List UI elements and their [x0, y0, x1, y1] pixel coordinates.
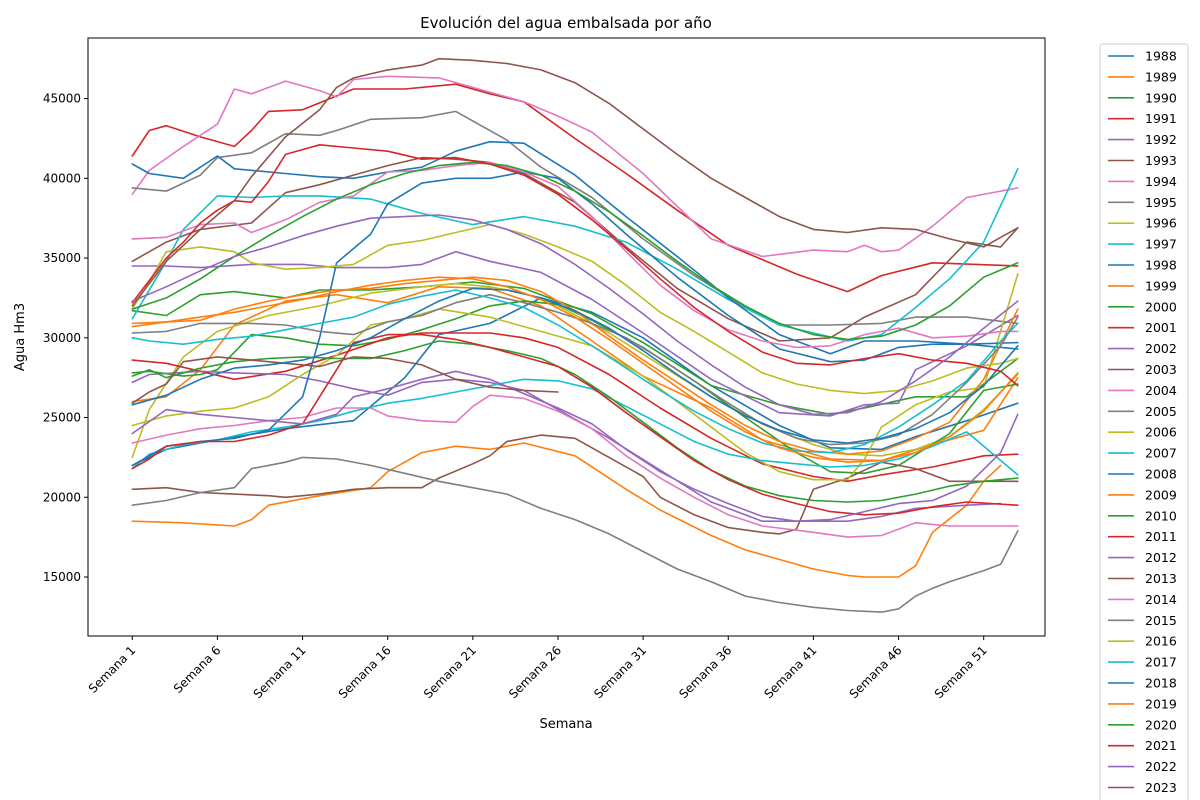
legend-label-2021: 2021: [1145, 738, 1177, 753]
series-line-2005: [131, 456, 1019, 613]
legend-label-2009: 2009: [1145, 487, 1177, 502]
series-line-2022: [131, 214, 1019, 416]
series-line-1999: [131, 442, 1002, 578]
legend-label-2016: 2016: [1145, 634, 1177, 649]
series-line-2012: [131, 370, 1019, 522]
y-tick-label: 25000: [43, 411, 81, 425]
series-line-2021: [131, 144, 1019, 387]
chart-title: Evolución del agua embalsada por año: [420, 14, 712, 32]
y-axis-title: Agua Hm3: [13, 303, 28, 371]
legend-label-1995: 1995: [1145, 195, 1177, 210]
x-tick-label: Semana 36: [676, 643, 734, 701]
x-axis: Semana 1 Semana 6 Semana 11 Semana 16 Semana…: [86, 636, 990, 701]
legend-label-2000: 2000: [1145, 299, 1177, 314]
series-line-2011: [131, 333, 1019, 516]
legend-label-1999: 1999: [1145, 278, 1177, 293]
y-tick-label: 20000: [43, 490, 81, 504]
legend: 1988 1989 1990 1991 1992 1993 1994 1995 1996 1997…: [1099, 43, 1189, 800]
legend-frame: [1099, 43, 1189, 800]
x-tick-label: Semana 1: [86, 643, 139, 696]
legend-label-1992: 1992: [1145, 132, 1177, 147]
legend-label-1996: 1996: [1145, 216, 1177, 231]
series-line-1998: [131, 140, 1019, 355]
legend-label-1997: 1997: [1145, 237, 1177, 252]
legend-label-2005: 2005: [1145, 404, 1177, 419]
legend-label-2015: 2015: [1145, 613, 1177, 628]
legend-label-1988: 1988: [1145, 49, 1177, 64]
y-tick-label: 45000: [43, 92, 81, 106]
series-line-2013: [131, 356, 559, 404]
series-line-2003: [131, 434, 1019, 535]
series-line-1990: [131, 281, 1019, 416]
series-line-2017: [131, 289, 1019, 454]
legend-label-2011: 2011: [1145, 529, 1177, 544]
y-tick-label: 15000: [43, 570, 81, 584]
legend-label-1990: 1990: [1145, 90, 1177, 105]
x-tick-label: Semana 6: [171, 643, 224, 696]
x-tick-label: Semana 21: [421, 643, 479, 701]
x-tick-label: Semana 11: [251, 643, 309, 701]
legend-label-1994: 1994: [1145, 174, 1177, 189]
plot-lines: [131, 57, 1019, 613]
legend-label-1998: 1998: [1145, 258, 1177, 273]
series-line-1994: [131, 75, 1019, 258]
legend-label-2017: 2017: [1145, 655, 1177, 670]
series-line-1997: [131, 168, 1019, 342]
legend-label-2012: 2012: [1145, 550, 1177, 565]
legend-label-2019: 2019: [1145, 696, 1177, 711]
series-line-2018: [131, 287, 1019, 444]
legend-label-2002: 2002: [1145, 341, 1177, 356]
series-line-2001: [131, 332, 1019, 483]
x-tick-label: Semana 51: [932, 643, 990, 701]
legend-label-1991: 1991: [1145, 111, 1177, 126]
legend-label-2004: 2004: [1145, 383, 1177, 398]
legend-label-2014: 2014: [1145, 592, 1177, 607]
x-tick-label: Semana 31: [591, 643, 649, 701]
legend-label-2008: 2008: [1145, 467, 1177, 482]
legend-label-2010: 2010: [1145, 508, 1177, 523]
x-tick-label: Semana 26: [506, 643, 564, 701]
x-tick-label: Semana 46: [847, 643, 905, 701]
series-line-1996: [131, 282, 1019, 459]
series-line-1995: [131, 110, 1019, 326]
x-tick-label: Semana 41: [761, 643, 819, 701]
legend-label-2007: 2007: [1145, 446, 1177, 461]
series-line-2007: [131, 378, 1019, 476]
series-line-2020: [131, 161, 1019, 341]
y-tick-label: 30000: [43, 331, 81, 345]
series-line-2016: [131, 223, 1019, 395]
series-line-1992: [131, 250, 1019, 417]
y-tick-label: 40000: [43, 171, 81, 185]
legend-label-2001: 2001: [1145, 320, 1177, 335]
legend-label-1989: 1989: [1145, 69, 1177, 84]
series-line-2014: [131, 161, 1019, 349]
legend-label-2023: 2023: [1145, 780, 1177, 795]
x-tick-label: Semana 16: [336, 643, 394, 701]
x-axis-title: Semana: [539, 717, 592, 732]
series-line-1991: [131, 83, 1019, 293]
plot-frame: [87, 37, 1046, 637]
legend-label-2022: 2022: [1145, 759, 1177, 774]
series-line-2019: [131, 276, 1019, 463]
y-axis: 15000 20000 25000 30000 35000 40000 45000: [43, 92, 88, 584]
series-line-1993: [131, 156, 1019, 342]
legend-label-1993: 1993: [1145, 153, 1177, 168]
legend-label-2006: 2006: [1145, 425, 1177, 440]
y-tick-label: 35000: [43, 251, 81, 265]
legend-label-2013: 2013: [1145, 571, 1177, 586]
legend-label-2018: 2018: [1145, 676, 1177, 691]
legend-label-2020: 2020: [1145, 717, 1177, 732]
legend-label-2003: 2003: [1145, 362, 1177, 377]
series-line-2023: [131, 57, 1019, 307]
